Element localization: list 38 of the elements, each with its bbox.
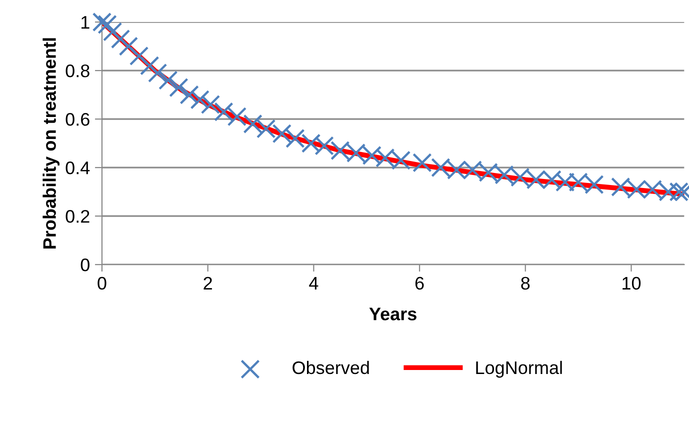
point: [286, 128, 305, 148]
legend-label: Observed: [292, 360, 369, 374]
y-tick-label: 0.6: [66, 112, 90, 126]
x-axis-title: Years: [369, 308, 416, 320]
point: [272, 124, 292, 144]
y-tick-label: 0.2: [66, 210, 90, 223]
x-tick-label: 8: [521, 276, 530, 290]
legend-label: LogNormal: [476, 360, 562, 378]
x-tick-label: 10: [622, 276, 641, 290]
point: [180, 85, 199, 104]
x-tick-label: 2: [204, 276, 212, 290]
y-axis-title: Probability on treatmentl: [42, 38, 60, 248]
point: [412, 153, 432, 172]
y-tick-label: 1: [82, 16, 90, 29]
point: [169, 78, 188, 98]
y-tick-label: 0: [80, 258, 90, 272]
y-tick-label: 0.8: [66, 64, 90, 78]
point: [301, 134, 321, 153]
y-tick-label: 0.4: [66, 162, 90, 174]
point: [200, 94, 220, 114]
point: [129, 46, 149, 66]
point: [158, 70, 178, 90]
point: [102, 22, 122, 42]
point: [140, 56, 160, 76]
point: [256, 119, 276, 138]
point: [98, 14, 117, 34]
point: [118, 36, 138, 56]
point: [148, 63, 168, 83]
point: [110, 29, 130, 49]
point: [92, 12, 112, 32]
point: [243, 114, 262, 134]
x-tick-label: 6: [415, 276, 424, 290]
point: [214, 102, 234, 122]
x-tick-label: 4: [309, 277, 318, 290]
point: [227, 107, 247, 126]
point: [190, 90, 210, 110]
point: [314, 136, 334, 156]
x-tick-label: 0: [98, 276, 106, 290]
